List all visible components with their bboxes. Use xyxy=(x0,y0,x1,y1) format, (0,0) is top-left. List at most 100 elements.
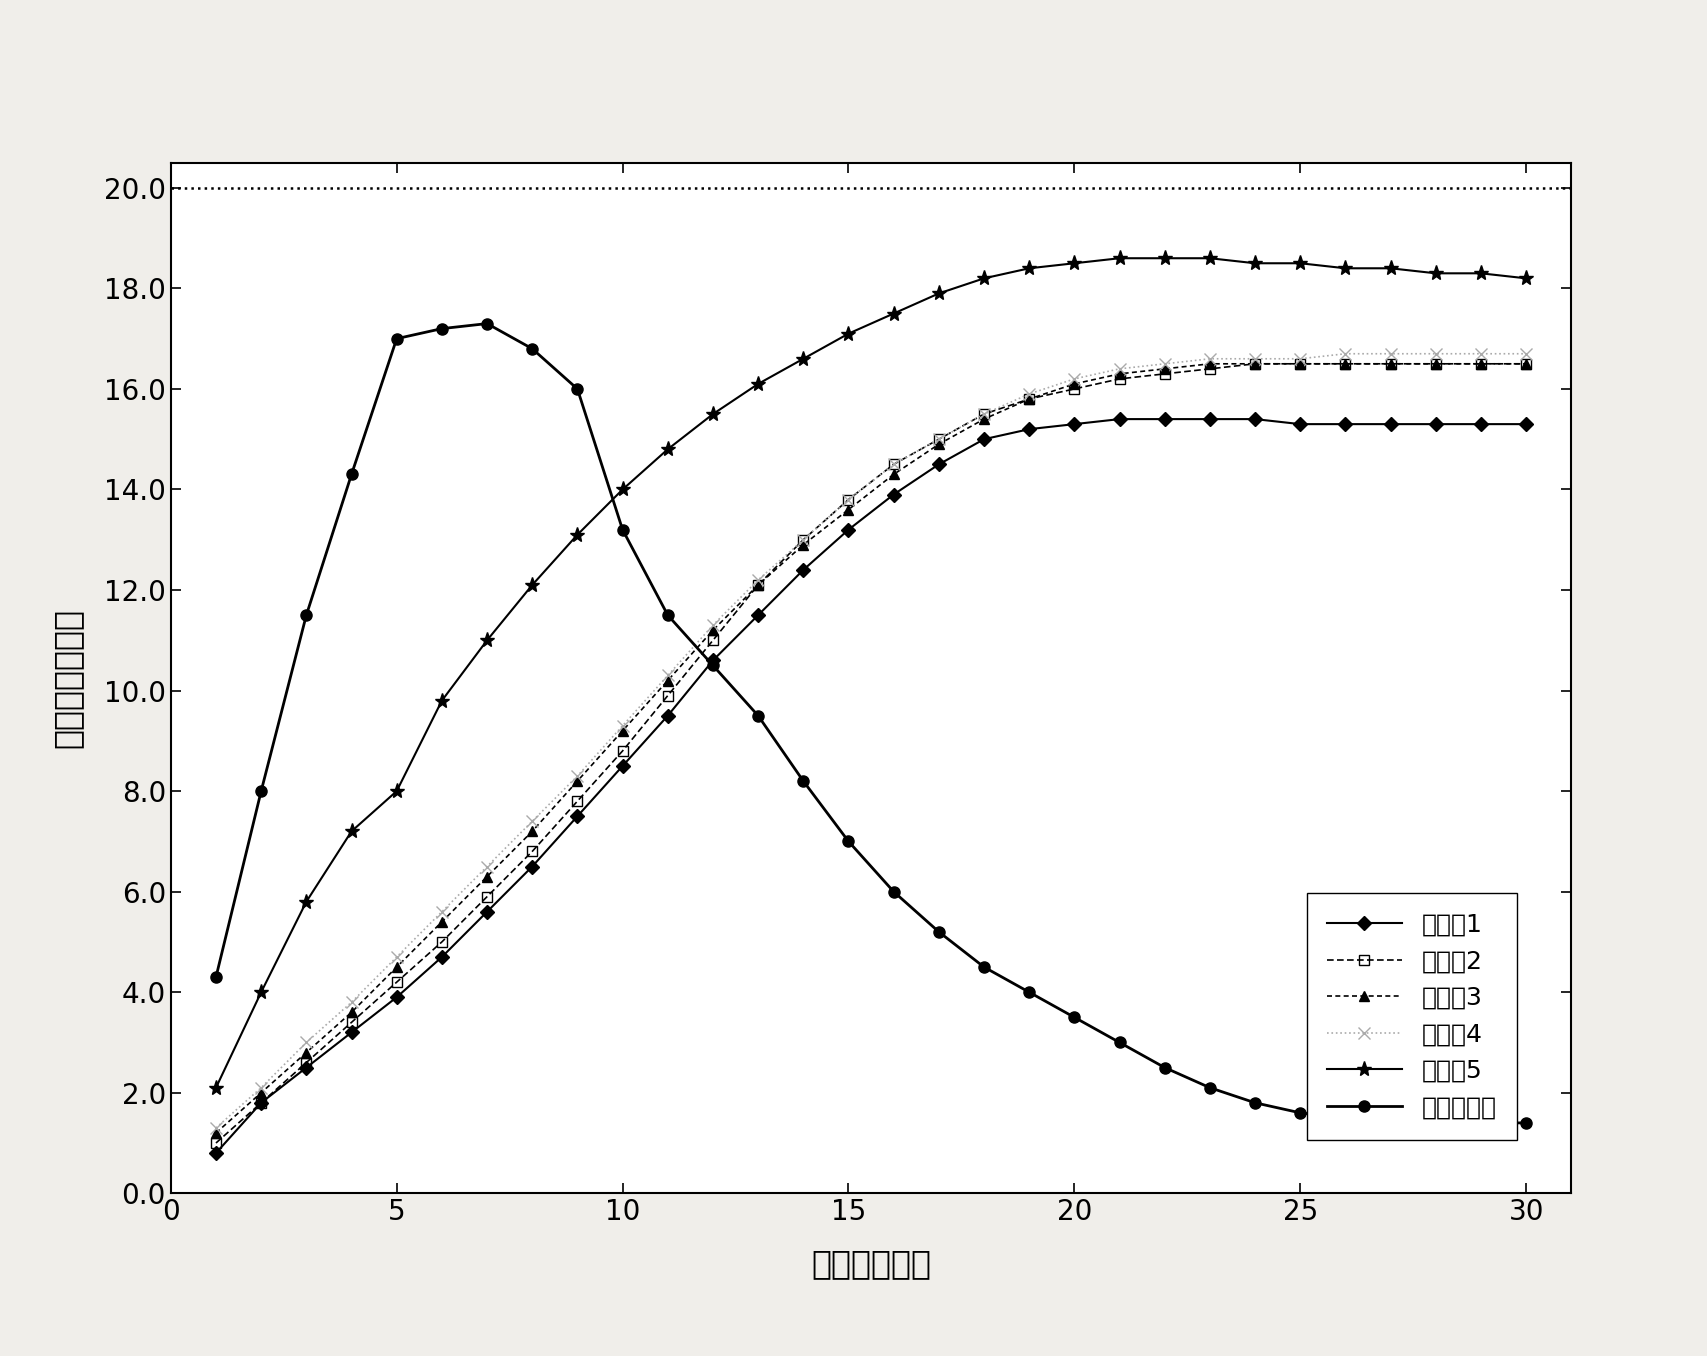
实施例1 xyxy=(1470,416,1490,433)
实施例3 xyxy=(929,437,949,453)
Line: 实施例5: 实施例5 xyxy=(208,251,1533,1096)
实施例1 xyxy=(838,522,859,538)
实施例5 xyxy=(1198,250,1219,266)
实施例2 xyxy=(613,743,633,759)
实施例1 xyxy=(883,487,903,503)
实施例4 xyxy=(1154,355,1174,372)
实施例3 xyxy=(522,823,543,839)
实施例1 xyxy=(1379,416,1400,433)
实施例5 xyxy=(251,984,271,1001)
实施例5 xyxy=(748,376,768,392)
实施例3 xyxy=(838,502,859,518)
对比实施例 xyxy=(386,331,406,347)
实施例2 xyxy=(341,1014,362,1031)
实施例5 xyxy=(1108,250,1128,266)
实施例5 xyxy=(1244,255,1265,271)
Line: 对比实施例: 对比实施例 xyxy=(210,319,1531,1128)
对比实施例 xyxy=(613,522,633,538)
实施例1 xyxy=(657,708,678,724)
实施例5 xyxy=(386,782,406,799)
实施例5 xyxy=(1289,255,1309,271)
对比实施例 xyxy=(1470,1115,1490,1131)
对比实施例 xyxy=(973,959,993,975)
实施例3 xyxy=(386,959,406,975)
实施例5 xyxy=(432,693,452,709)
实施例4 xyxy=(1516,346,1536,362)
实施例5 xyxy=(341,823,362,839)
实施例4 xyxy=(748,572,768,589)
实施例3 xyxy=(567,773,587,789)
对比实施例 xyxy=(295,607,316,624)
实施例2 xyxy=(432,934,452,951)
实施例4 xyxy=(1108,361,1128,377)
实施例1 xyxy=(522,858,543,875)
实施例1 xyxy=(1063,416,1084,433)
实施例4 xyxy=(657,667,678,683)
实施例2 xyxy=(657,687,678,704)
X-axis label: 时间（分钟）: 时间（分钟） xyxy=(811,1248,930,1280)
实施例4 xyxy=(1470,346,1490,362)
实施例5 xyxy=(1516,270,1536,286)
实施例1 xyxy=(567,808,587,824)
实施例3 xyxy=(341,1005,362,1021)
实施例3 xyxy=(792,537,813,553)
对比实施例 xyxy=(476,316,497,332)
实施例4 xyxy=(883,456,903,472)
实施例5 xyxy=(929,285,949,301)
Line: 实施例3: 实施例3 xyxy=(212,359,1529,1138)
实施例4 xyxy=(1063,370,1084,386)
实施例2 xyxy=(1154,366,1174,382)
实施例3 xyxy=(883,466,903,483)
实施例1 xyxy=(432,949,452,965)
实施例2 xyxy=(883,456,903,472)
实施例3 xyxy=(295,1044,316,1060)
实施例3 xyxy=(973,411,993,427)
实施例1 xyxy=(929,456,949,472)
实施例2 xyxy=(1108,370,1128,386)
实施例4 xyxy=(522,814,543,830)
实施例1 xyxy=(1019,420,1040,437)
对比实施例 xyxy=(341,466,362,483)
实施例3 xyxy=(1379,355,1400,372)
实施例3 xyxy=(657,673,678,689)
对比实施例 xyxy=(702,658,722,674)
实施例2 xyxy=(1470,355,1490,372)
实施例1 xyxy=(702,652,722,669)
实施例5 xyxy=(613,481,633,498)
实施例4 xyxy=(838,491,859,507)
实施例3 xyxy=(1063,376,1084,392)
实施例4 xyxy=(1379,346,1400,362)
实施例4 xyxy=(251,1079,271,1096)
实施例2 xyxy=(748,576,768,593)
实施例4 xyxy=(1244,351,1265,367)
对比实施例 xyxy=(792,773,813,789)
对比实施例 xyxy=(1379,1109,1400,1125)
实施例4 xyxy=(1019,386,1040,403)
实施例2 xyxy=(1063,381,1084,397)
Y-axis label: 泡沫量（毫升）: 泡沫量（毫升） xyxy=(50,607,84,749)
Line: 实施例1: 实施例1 xyxy=(212,414,1529,1158)
实施例5 xyxy=(1063,255,1084,271)
实施例4 xyxy=(567,767,587,784)
对比实施例 xyxy=(838,833,859,849)
实施例1 xyxy=(1154,411,1174,427)
实施例1 xyxy=(1244,411,1265,427)
实施例3 xyxy=(613,723,633,739)
实施例1 xyxy=(1425,416,1446,433)
实施例3 xyxy=(1425,355,1446,372)
实施例4 xyxy=(432,903,452,919)
实施例5 xyxy=(522,576,543,593)
实施例4 xyxy=(929,431,949,447)
实施例2 xyxy=(973,405,993,422)
实施例2 xyxy=(1379,355,1400,372)
对比实施例 xyxy=(1154,1059,1174,1075)
实施例4 xyxy=(476,858,497,875)
实施例2 xyxy=(251,1094,271,1111)
对比实施例 xyxy=(1063,1009,1084,1025)
实施例4 xyxy=(386,949,406,965)
对比实施例 xyxy=(748,708,768,724)
实施例5 xyxy=(792,351,813,367)
实施例3 xyxy=(748,576,768,593)
实施例2 xyxy=(522,843,543,860)
对比实施例 xyxy=(1425,1115,1446,1131)
